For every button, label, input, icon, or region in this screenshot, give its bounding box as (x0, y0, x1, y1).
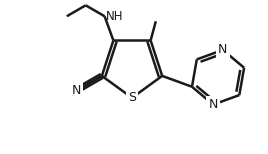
Text: N: N (218, 43, 228, 56)
Text: S: S (128, 91, 136, 104)
Text: N: N (72, 84, 81, 97)
Text: N: N (209, 98, 218, 111)
Text: NH: NH (106, 10, 123, 23)
